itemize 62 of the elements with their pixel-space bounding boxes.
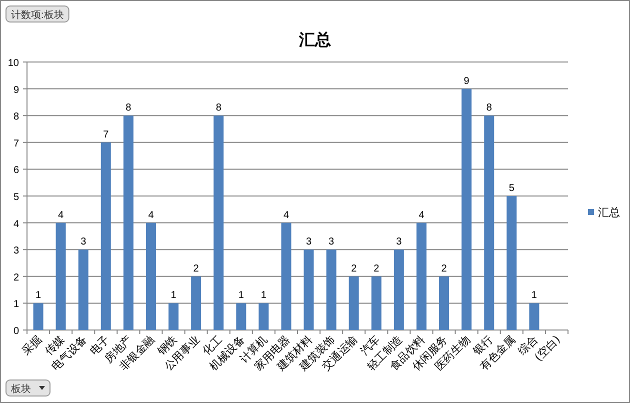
data-label: 2 (441, 263, 448, 274)
bar (258, 303, 269, 330)
bar (281, 222, 292, 330)
data-label: 8 (216, 102, 222, 114)
bar (78, 250, 88, 330)
data-label: 9 (464, 76, 470, 87)
data-label: 8 (486, 102, 492, 114)
data-label: 4 (58, 210, 64, 221)
bar (439, 276, 450, 330)
bar (146, 222, 156, 330)
y-tick-label: 5 (13, 192, 20, 203)
text: 板块 (10, 383, 31, 395)
bar (462, 88, 472, 330)
bar (123, 116, 134, 330)
bar (394, 250, 404, 330)
data-label: 1 (260, 290, 267, 302)
y-tick-label: 8 (13, 112, 20, 123)
data-label: 4 (283, 210, 290, 221)
data-label: 4 (148, 210, 154, 221)
data-label: 7 (103, 129, 110, 140)
data-label: 2 (351, 263, 358, 274)
legend-label: 汇总 (598, 206, 620, 219)
data-label: 3 (396, 236, 402, 248)
bar (33, 303, 44, 330)
data-label: 2 (193, 263, 200, 274)
bar (191, 276, 202, 330)
data-label: 1 (170, 290, 177, 302)
data-label: 4 (418, 210, 425, 221)
bar (304, 250, 314, 330)
y-tick-label: 10 (8, 58, 20, 69)
data-label: 1 (531, 290, 538, 302)
y-tick-label: 2 (13, 272, 20, 284)
data-label: 5 (508, 183, 515, 194)
y-tick-label: 0 (13, 326, 20, 337)
bar (416, 222, 426, 330)
bar (168, 303, 179, 330)
y-tick-label: 3 (13, 246, 20, 257)
y-tick-label: 1 (13, 299, 20, 310)
y-tick-label: 4 (13, 218, 20, 230)
data-label: 3 (328, 236, 335, 248)
text: 计数项:板块 (11, 9, 64, 21)
data-label: 2 (374, 263, 380, 274)
bar (348, 276, 359, 330)
bar (56, 222, 66, 330)
data-label: 8 (126, 102, 132, 114)
bar (529, 303, 540, 330)
bar (484, 116, 494, 330)
bar (506, 196, 517, 330)
bar (371, 276, 382, 330)
data-label: 1 (238, 290, 244, 302)
bar (214, 116, 224, 330)
chart-title: 汇总 (298, 30, 331, 49)
x-tick-label: 采掘 (20, 332, 44, 358)
data-label: 3 (80, 236, 87, 248)
y-tick-label: 7 (13, 138, 20, 150)
y-tick-label: 6 (13, 165, 20, 176)
y-tick-label: 9 (13, 84, 20, 96)
data-label: 1 (35, 290, 42, 302)
bar (100, 142, 111, 330)
bar (236, 303, 246, 330)
data-label: 3 (306, 236, 312, 248)
bar (326, 250, 336, 330)
